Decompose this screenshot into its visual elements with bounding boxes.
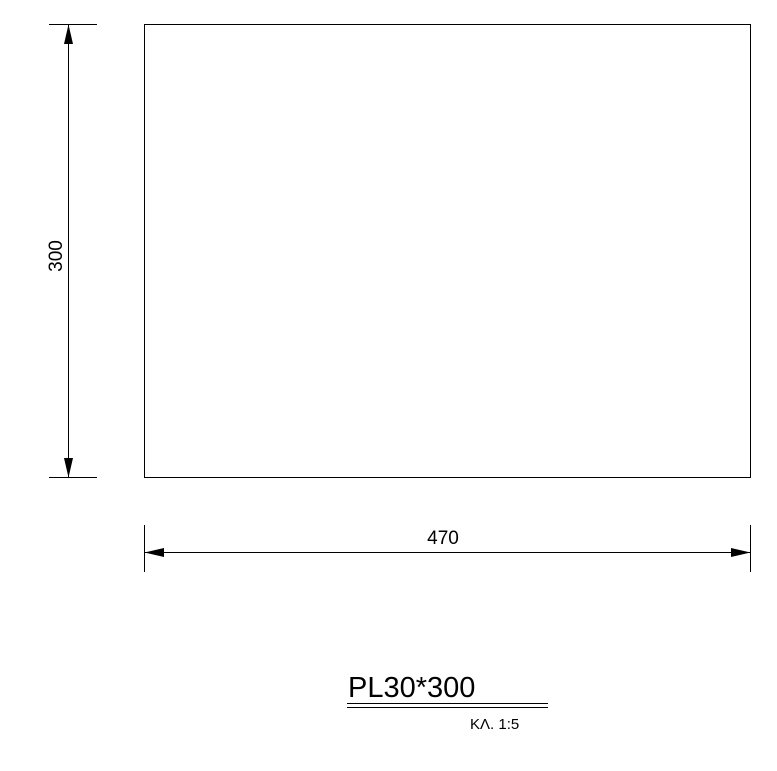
drawing-title: PL30*300 — [348, 672, 475, 704]
height-dimension-label: 300 — [46, 240, 67, 272]
title-block: PL30*300 ΚΛ. 1:5 — [347, 672, 548, 733]
vertical-dimension: 300 — [46, 24, 97, 478]
arrowhead-right — [731, 548, 751, 557]
arrowhead-down — [64, 458, 73, 478]
arrowhead-up — [64, 24, 73, 44]
plate-outline — [144, 24, 751, 478]
horizontal-dimension: 470 — [144, 525, 751, 572]
arrowhead-left — [144, 548, 164, 557]
width-dimension-label: 470 — [427, 528, 459, 549]
scale-label: ΚΛ. 1:5 — [470, 716, 519, 733]
